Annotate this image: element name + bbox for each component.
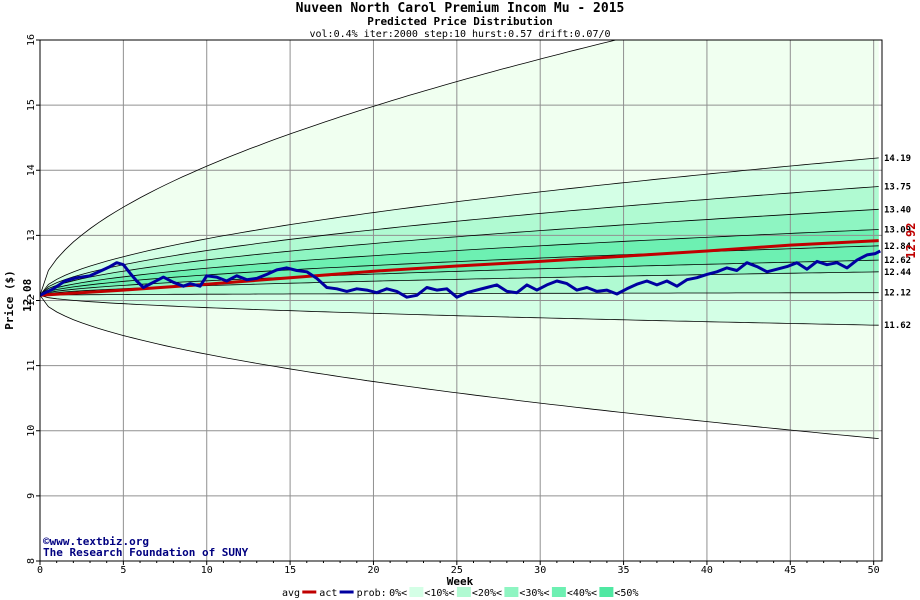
x-tick-label-6: 30 (534, 565, 546, 576)
legend-label-act: act (319, 588, 337, 599)
legend-swatch-band-0 (409, 587, 424, 597)
x-tick-label-3: 15 (284, 565, 296, 576)
last-value-label: 12.92 (904, 223, 918, 259)
y-tick-label-6: 14 (26, 164, 37, 176)
credit-org: The Research Foundation of SUNY (43, 546, 249, 559)
legend-swatch-band-4 (599, 587, 614, 597)
x-axis-ticks: 0 5 10 15 20 25 30 35 40 45 50 (37, 561, 880, 576)
x-tick-label-4: 20 (367, 565, 379, 576)
series-lines (40, 239, 881, 299)
legend-swatch-band-3 (551, 587, 566, 597)
x-tick-label-7: 35 (618, 565, 630, 576)
y-tick-label-1: 9 (26, 493, 37, 499)
y-tick-label-2: 10 (26, 425, 37, 437)
legend-swatch-band-1 (456, 587, 471, 597)
x-tick-label-5: 25 (451, 565, 463, 576)
x-tick-label-1: 5 (120, 565, 126, 576)
chart-title: Nuveen North Carol Premium Incom Mu - 20… (296, 1, 625, 16)
percentile-end-label-2: 13.40 (884, 205, 911, 215)
x-tick-label-2: 10 (201, 565, 213, 576)
y-tick-label-5: 13 (26, 229, 37, 241)
percentile-line-4 (40, 208, 879, 296)
simulation-params: vol:0.4% iter:2000 step:10 hurst:0.57 dr… (309, 29, 610, 40)
series-avg-line (40, 239, 879, 297)
percentile-end-label-8: 11.62 (884, 321, 911, 331)
x-tick-label-10: 50 (868, 565, 880, 576)
percentile-end-label-1: 13.75 (884, 183, 911, 193)
legend-swatch-band-2 (504, 587, 519, 597)
y-tick-label-8: 16 (26, 34, 37, 46)
credit-url: ©www.textbiz.org (43, 535, 149, 548)
x-tick-label-9: 45 (784, 565, 796, 576)
percentile-end-label-4: 12.84 (884, 242, 912, 252)
y-tick-label-4: 12 (26, 294, 37, 306)
series-act-line (40, 249, 881, 299)
percentile-end-label-7: 12.12 (884, 289, 911, 299)
percentile-end-label-6: 12.44 (884, 268, 912, 278)
start-value-label: 12.08 (21, 279, 34, 312)
x-tick-label-8: 40 (701, 565, 713, 576)
legend-label-band-0: 0%< (389, 588, 407, 599)
y-tick-label-7: 15 (26, 99, 37, 111)
percentile-line-1 (40, 295, 879, 439)
x-axis-label: Week (447, 575, 474, 588)
percentile-line-9 (40, 292, 879, 296)
percentile-line-2 (40, 157, 879, 296)
legend: avg act prob: 0%< <10%< <20%< <30%< <40%< <50% (282, 587, 638, 599)
y-tick-label-3: 11 (26, 360, 37, 372)
legend-label-band-4: <40%< (567, 588, 597, 599)
chart-subtitle: Predicted Price Distribution (367, 15, 552, 28)
y-axis-ticks: 8 9 10 11 12 13 14 15 16 (26, 34, 40, 564)
legend-label-band-3: <30%< (519, 588, 549, 599)
x-tick-label-0: 0 (37, 565, 43, 576)
probability-bands (40, 40, 879, 439)
percentile-line-5 (40, 229, 879, 296)
percentile-line-10 (40, 294, 879, 326)
legend-label-avg: avg (282, 588, 300, 599)
legend-label-band-5: <50% (614, 588, 638, 599)
legend-label-band-1: <10%< (424, 588, 454, 599)
percentile-end-labels: 14.19 13.75 13.40 13.09 12.84 12.62 12.44 12.12… (884, 154, 912, 331)
y-axis-label: Price ($) (3, 270, 16, 330)
percentile-end-label-0: 14.19 (884, 154, 911, 164)
percentile-line-7 (40, 259, 879, 296)
percentile-end-label-5: 12.62 (884, 256, 911, 266)
legend-label-prob: prob: (357, 588, 387, 599)
legend-label-band-2: <20%< (472, 588, 502, 599)
percentile-line-0 (40, 40, 618, 296)
percentile-line-6 (40, 245, 879, 296)
percentile-end-label-3: 13.09 (884, 226, 911, 236)
percentile-line-3 (40, 186, 879, 296)
percentile-lines (40, 40, 879, 439)
y-tick-label-0: 8 (26, 558, 37, 564)
